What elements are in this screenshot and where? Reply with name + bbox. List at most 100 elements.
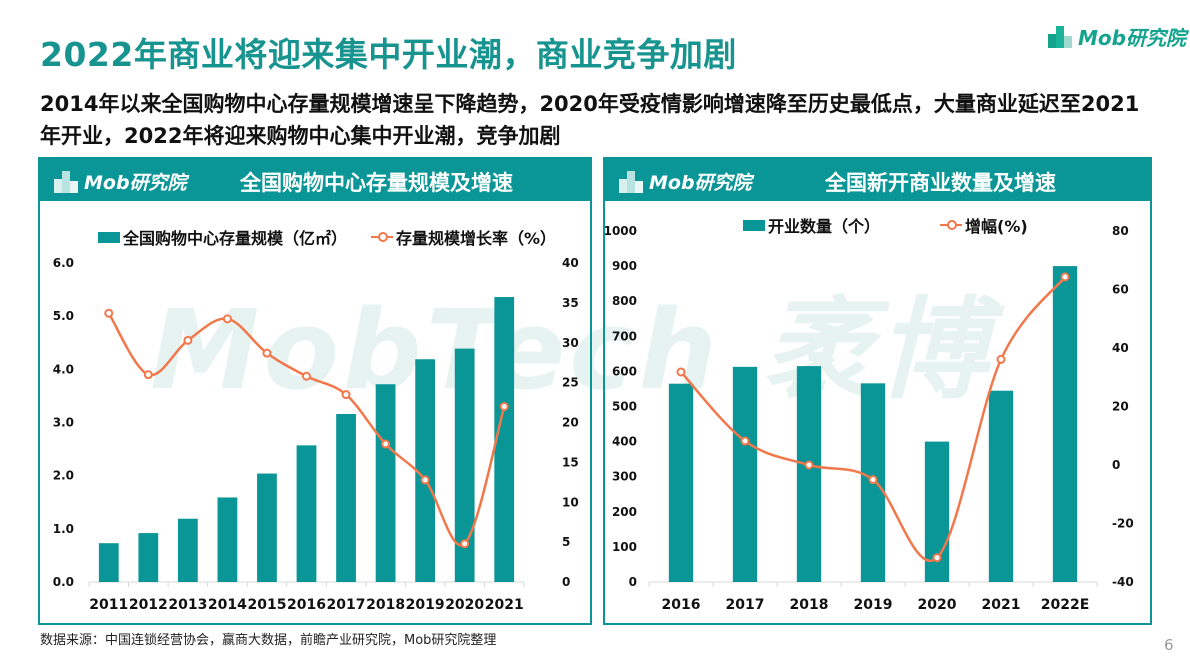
bar (454, 348, 475, 582)
x-axis-category-label: 2021 (982, 597, 1021, 613)
building-logo-icon (54, 170, 80, 193)
mob-logo: Mob研究院 (619, 168, 752, 195)
chart-legend: 开业数量（个） 增幅(%) (743, 213, 1028, 237)
growth-point (804, 460, 814, 470)
right-axis-tick-label: 25 (562, 376, 579, 390)
left-axis-tick-label: 600 (612, 364, 637, 378)
right-axis-tick-label: 5 (562, 535, 570, 549)
bar (336, 413, 356, 582)
left-axis-tick-label: 100 (612, 540, 637, 554)
legend-bar-swatch (743, 219, 765, 231)
right-axis-tick-label: 0 (1112, 458, 1120, 472)
legend-line-label: 存量规模增长率（%） (396, 229, 557, 248)
right-axis-tick-label: 15 (562, 455, 579, 469)
chart-legend: 全国购物中心存量规模（亿㎡） 存量规模增长率（%） (98, 225, 556, 249)
left-axis-tick-label: 0 (629, 575, 637, 589)
bar (177, 518, 198, 582)
bar (375, 384, 396, 582)
legend-bar-label: 开业数量（个） (768, 217, 881, 236)
bar (98, 543, 119, 582)
growth-point (420, 475, 430, 485)
legend-line-label: 增幅(%) (965, 217, 1028, 236)
page-number: 6 (1164, 636, 1174, 654)
bar (494, 297, 515, 582)
legend-bar-swatch (98, 231, 120, 243)
page-title: 2022年商业将迎来集中开业潮，商业竞争加剧 (40, 35, 737, 74)
right-axis-tick-label: -20 (1112, 517, 1134, 531)
logo-text: Mob研究院 (1078, 26, 1186, 50)
x-axis-category-label: 2014 (208, 597, 247, 613)
growth-point (302, 371, 311, 381)
x-axis-category-label: 2018 (366, 597, 405, 613)
right-axis-tick-label: 20 (1112, 400, 1129, 414)
right-axis-tick-label: -40 (1112, 575, 1134, 589)
data-source: 数据来源：中国连锁经营协会，赢商大数据，前瞻产业研究院，Mob研究院整理 (40, 633, 497, 648)
legend-line-swatch (371, 232, 394, 242)
right-axis-tick-label: 0 (562, 575, 570, 589)
growth-point (676, 367, 686, 377)
growth-point (868, 475, 878, 485)
growth-point (143, 370, 153, 380)
bar (668, 383, 694, 582)
x-axis-category-label: 2019 (854, 597, 893, 613)
chart-title: 全国购物中心存量规模及增速 (240, 171, 513, 195)
right-axis-tick-label: 10 (562, 495, 579, 509)
left-chart-header: Mob研究院 全国购物中心存量规模及增速 (40, 159, 590, 201)
x-axis-category-label: 2013 (168, 597, 207, 613)
left-axis-tick-label: 3.0 (53, 416, 74, 430)
right-axis-tick-label: 40 (1112, 341, 1129, 355)
x-axis-category-label: 2019 (406, 597, 445, 613)
left-axis-tick-label: 300 (612, 470, 637, 484)
right-axis-tick-label: 60 (1112, 283, 1129, 297)
growth-point (740, 436, 750, 446)
left-axis-tick-label: 5.0 (53, 309, 74, 323)
bar (296, 445, 317, 582)
left-axis-tick-label: 4.0 (53, 362, 74, 376)
watermark: MobTech 袤博 (150, 286, 992, 414)
growth-point (222, 314, 232, 324)
right-chart-header: Mob研究院 全国新开商业数量及增速 (605, 159, 1150, 201)
bar (1052, 266, 1078, 582)
bar (257, 473, 277, 582)
growth-point (499, 402, 509, 412)
left-axis-tick-label: 6.0 (53, 256, 74, 270)
growth-point (104, 308, 114, 318)
left-axis-tick-label: 400 (612, 435, 637, 449)
growth-point (183, 335, 193, 345)
bar (217, 497, 238, 582)
right-axis-tick-label: 35 (562, 296, 579, 310)
bar (415, 359, 436, 582)
right-chart-panel: Mob研究院 全国新开商业数量及增速 开业数量（个） 增幅(%) (603, 157, 1152, 625)
mob-logo: Mob研究院 (54, 168, 187, 195)
legend-bar-label: 全国购物中心存量规模（亿㎡） (123, 229, 348, 248)
left-axis-tick-label: 1.0 (53, 522, 74, 536)
left-axis-tick-label: 0.0 (53, 575, 74, 589)
x-axis-category-label: 2017 (327, 597, 366, 613)
x-axis-category-label: 2017 (726, 597, 765, 613)
growth-point (262, 348, 272, 358)
left-axis-tick-label: 1000 (604, 224, 637, 238)
x-axis-category-label: 2018 (790, 597, 829, 613)
growth-line (107, 312, 506, 547)
logo-text: Mob研究院 (649, 172, 752, 194)
right-axis-tick-label: 30 (562, 336, 579, 350)
growth-point (996, 354, 1006, 364)
right-axis-tick-label: 40 (562, 256, 579, 270)
mob-logo: Mob研究院 (1048, 22, 1186, 51)
x-axis-category-label: 2020 (445, 597, 484, 613)
x-axis-category-label: 2011 (89, 597, 128, 613)
x-axis-category-label: 2016 (662, 597, 701, 613)
left-axis-tick-label: 500 (612, 400, 637, 414)
x-axis-category-label: 2020 (918, 597, 957, 613)
x-axis-category-label: 2022E (1041, 597, 1090, 613)
left-chart-panel: Mob研究院 全国购物中心存量规模及增速 全国购物中心存量规模（亿㎡） 存量规模… (38, 157, 592, 625)
page-subtitle: 2014年以来全国购物中心存量规模增速呈下降趋势，2020年受疫情影响增速降至历… (40, 92, 1140, 148)
left-axis-tick-label: 800 (612, 294, 637, 308)
building-logo-icon (1048, 25, 1074, 48)
bar (732, 366, 758, 582)
right-axis-tick-label: 80 (1112, 224, 1129, 238)
x-axis-category-label: 2012 (129, 597, 168, 613)
left-axis-tick-label: 2.0 (53, 469, 74, 483)
